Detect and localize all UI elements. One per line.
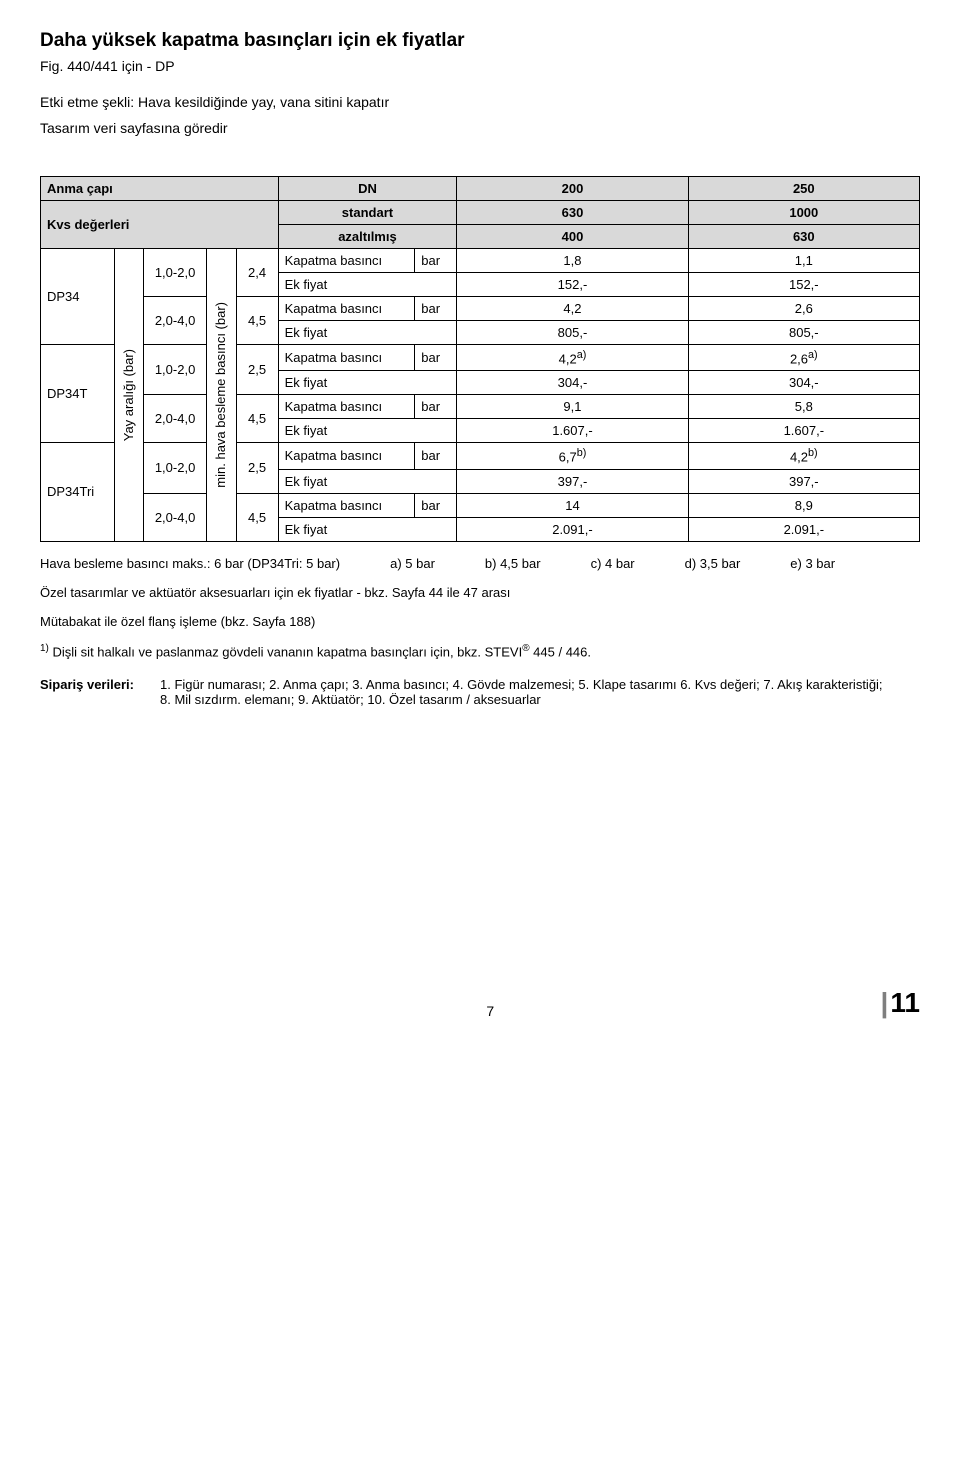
model-dp34t: DP34T [41,345,115,443]
th-azaltilmis: azaltılmış [278,225,457,249]
page-center: 7 [486,1003,494,1019]
kb-label: Kapatma basıncı [278,345,415,371]
th-dn250: 250 [688,177,919,201]
hava-24: 2,4 [236,249,278,297]
th-std200: 630 [457,201,688,225]
r4-ef250: 1.607,- [688,419,919,443]
spring-5: 1,0-2,0 [144,443,207,493]
r6-kb250: 8,9 [688,493,919,517]
spring-1: 1,0-2,0 [144,249,207,297]
kb-label: Kapatma basıncı [278,443,415,469]
bar-label: bar [415,249,457,273]
r6-ef200: 2.091,- [457,517,688,541]
subtitle: Fig. 440/441 için - DP [40,58,920,74]
yay-vert: Yay aralığı (bar) [114,249,143,542]
r5-kb250: 4,2b) [688,443,919,469]
bar-label: bar [415,493,457,517]
page-title: Daha yüksek kapatma basınçları için ek f… [40,30,920,52]
pricing-table: Anma çapı DN 200 250 Kvs değerleri stand… [40,176,920,542]
th-dn200: 200 [457,177,688,201]
th-az250: 630 [688,225,919,249]
note-3: Mütabakat ile özel flanş işleme (bkz. Sa… [40,614,920,629]
kb-label: Kapatma basıncı [278,493,415,517]
th-anma-capi: Anma çapı [41,177,279,201]
hava-25-1: 2,5 [236,345,278,395]
th-std250: 1000 [688,201,919,225]
r1-ef250: 152,- [688,273,919,297]
page-right: |11 [881,987,920,1019]
bar-label: bar [415,395,457,419]
r4-ef200: 1.607,- [457,419,688,443]
th-dn: DN [278,177,457,201]
hava-25-2: 2,5 [236,443,278,493]
note-4: 1) Dişli sit halkalı ve paslanmaz gövdel… [40,643,920,659]
r4-kb250: 5,8 [688,395,919,419]
r1-ef200: 152,- [457,273,688,297]
r1-kb200: 1,8 [457,249,688,273]
footer: 7 |11 [40,987,920,1019]
bar-label: bar [415,345,457,371]
r4-kb200: 9,1 [457,395,688,419]
r2-kb200: 4,2 [457,297,688,321]
r5-ef200: 397,- [457,469,688,493]
spring-3: 1,0-2,0 [144,345,207,395]
ef-label: Ek fiyat [278,371,457,395]
r6-ef250: 2.091,- [688,517,919,541]
r2-ef250: 805,- [688,321,919,345]
kb-label: Kapatma basıncı [278,249,415,273]
spring-4: 2,0-4,0 [144,395,207,443]
order-details: Sipariş verileri: 1. Figür numarası; 2. … [40,677,920,707]
effect-line: Etki etme şekli: Hava kesildiğinde yay, … [40,94,920,110]
spring-2: 2,0-4,0 [144,297,207,345]
kb-label: Kapatma basıncı [278,395,415,419]
r3-ef250: 304,- [688,371,919,395]
spring-6: 2,0-4,0 [144,493,207,541]
r5-ef250: 397,- [688,469,919,493]
ef-label: Ek fiyat [278,273,457,297]
design-line: Tasarım veri sayfasına göredir [40,120,920,136]
r6-kb200: 14 [457,493,688,517]
th-kvs: Kvs değerleri [41,201,279,249]
bar-label: bar [415,297,457,321]
hava-45-3: 4,5 [236,493,278,541]
r3-kb250: 2,6a) [688,345,919,371]
ef-label: Ek fiyat [278,469,457,493]
th-standart: standart [278,201,457,225]
model-dp34tri: DP34Tri [41,443,115,541]
ef-label: Ek fiyat [278,419,457,443]
r2-ef200: 805,- [457,321,688,345]
ef-label: Ek fiyat [278,517,457,541]
r3-ef200: 304,- [457,371,688,395]
bar-label: bar [415,443,457,469]
kb-label: Kapatma basıncı [278,297,415,321]
hava-vert: min. hava besleme basıncı (bar) [207,249,236,542]
r1-kb250: 1,1 [688,249,919,273]
r5-kb200: 6,7b) [457,443,688,469]
hava-45-1: 4,5 [236,297,278,345]
th-az200: 400 [457,225,688,249]
model-dp34: DP34 [41,249,115,345]
r2-kb250: 2,6 [688,297,919,321]
note-1: Hava besleme basıncı maks.: 6 bar (DP34T… [40,556,920,571]
note-2: Özel tasarımlar ve aktüatör aksesuarları… [40,585,920,600]
ef-label: Ek fiyat [278,321,457,345]
hava-45-2: 4,5 [236,395,278,443]
r3-kb200: 4,2a) [457,345,688,371]
